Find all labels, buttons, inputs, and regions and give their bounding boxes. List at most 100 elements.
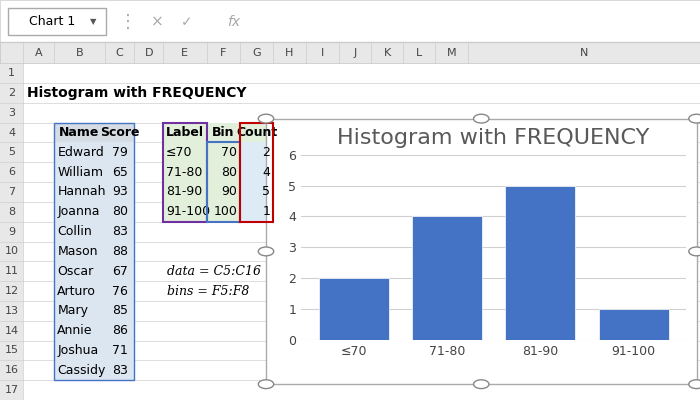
Text: data = C5:C16: data = C5:C16 (167, 265, 260, 278)
Text: 2: 2 (262, 146, 270, 159)
Text: 65: 65 (112, 166, 127, 179)
Bar (8, 8, 106, 35)
Text: 1: 1 (8, 68, 15, 78)
Text: 4: 4 (262, 166, 270, 179)
Text: bins = F5:F8: bins = F5:F8 (167, 284, 249, 298)
Circle shape (258, 380, 274, 388)
Text: Collin: Collin (57, 225, 92, 238)
Text: Chart 1: Chart 1 (29, 15, 76, 28)
Text: 80: 80 (221, 166, 237, 179)
Text: 10: 10 (5, 246, 19, 256)
Text: fx: fx (228, 15, 241, 29)
Text: 81-90: 81-90 (166, 186, 202, 198)
Text: Oscar: Oscar (57, 265, 94, 278)
Text: 67: 67 (112, 265, 127, 278)
Text: 85: 85 (112, 304, 127, 317)
Bar (505, 186, 575, 340)
Text: H: H (286, 48, 293, 58)
Text: 7: 7 (8, 187, 15, 197)
Text: Edward: Edward (57, 146, 104, 159)
Text: ≤70: ≤70 (166, 146, 193, 159)
Bar (240, 123, 273, 222)
Text: Count: Count (236, 126, 277, 139)
Text: Bin: Bin (212, 126, 234, 139)
Circle shape (689, 114, 700, 123)
Text: 6: 6 (8, 167, 15, 177)
Text: A: A (35, 48, 42, 58)
Text: 12: 12 (4, 286, 19, 296)
Text: Label: Label (166, 126, 204, 139)
Text: K: K (384, 48, 391, 58)
Text: 3: 3 (8, 108, 15, 118)
Bar (54, 142, 134, 380)
Text: I: I (321, 48, 324, 58)
Text: L: L (416, 48, 422, 58)
Text: N: N (580, 48, 588, 58)
Text: Histogram with FREQUENCY: Histogram with FREQUENCY (27, 86, 247, 100)
Text: 11: 11 (5, 266, 19, 276)
Text: Joanna: Joanna (57, 205, 100, 218)
Circle shape (473, 114, 489, 123)
Text: B: B (76, 48, 83, 58)
Text: 13: 13 (5, 306, 19, 316)
Text: 83: 83 (112, 364, 127, 377)
Text: 86: 86 (112, 324, 127, 337)
Bar (240, 142, 273, 222)
Text: E: E (181, 48, 188, 58)
Bar (0, 63, 23, 400)
Text: William: William (57, 166, 104, 179)
Text: Joshua: Joshua (57, 344, 99, 357)
Bar (412, 216, 482, 340)
Circle shape (689, 380, 700, 388)
Bar (266, 119, 696, 384)
Text: G: G (252, 48, 261, 58)
Text: Arturo: Arturo (57, 284, 97, 298)
Bar (23, 63, 700, 400)
Text: 5: 5 (262, 186, 270, 198)
Text: 71-80: 71-80 (166, 166, 202, 179)
Text: ✓: ✓ (181, 15, 192, 29)
Text: 88: 88 (112, 245, 127, 258)
Text: 8: 8 (8, 207, 15, 217)
Text: J: J (354, 48, 356, 58)
Text: ⋮: ⋮ (119, 13, 137, 31)
Bar (240, 123, 273, 142)
Text: Cassidy: Cassidy (57, 364, 106, 377)
Bar (318, 278, 388, 340)
Bar (163, 123, 240, 142)
Text: ×: × (150, 14, 163, 30)
Bar (598, 309, 668, 340)
Text: M: M (447, 48, 456, 58)
Text: 91-100: 91-100 (166, 205, 210, 218)
Text: 5: 5 (8, 147, 15, 157)
Text: 70: 70 (221, 146, 237, 159)
Text: 1: 1 (262, 205, 270, 218)
Circle shape (258, 247, 274, 256)
Text: 9: 9 (8, 226, 15, 236)
Circle shape (473, 380, 489, 388)
Bar (0, 42, 700, 63)
Text: 76: 76 (112, 284, 127, 298)
Bar (163, 142, 240, 222)
Text: F: F (220, 48, 227, 58)
Circle shape (258, 114, 274, 123)
Text: 93: 93 (112, 186, 127, 198)
Text: 15: 15 (5, 346, 19, 356)
Title: Histogram with FREQUENCY: Histogram with FREQUENCY (337, 128, 650, 148)
Text: 83: 83 (112, 225, 127, 238)
Bar (54, 123, 134, 142)
Text: 2: 2 (8, 88, 15, 98)
Text: 71: 71 (112, 344, 127, 357)
Text: Mary: Mary (57, 304, 88, 317)
Text: Name: Name (60, 126, 99, 139)
Bar (206, 142, 240, 222)
Text: 14: 14 (4, 326, 19, 336)
Circle shape (689, 247, 700, 256)
Text: 16: 16 (5, 365, 19, 375)
Text: 80: 80 (112, 205, 127, 218)
Text: 4: 4 (8, 128, 15, 138)
Bar (0, 0, 700, 42)
Text: 90: 90 (221, 186, 237, 198)
Text: ▼: ▼ (90, 18, 96, 26)
Text: Mason: Mason (57, 245, 98, 258)
